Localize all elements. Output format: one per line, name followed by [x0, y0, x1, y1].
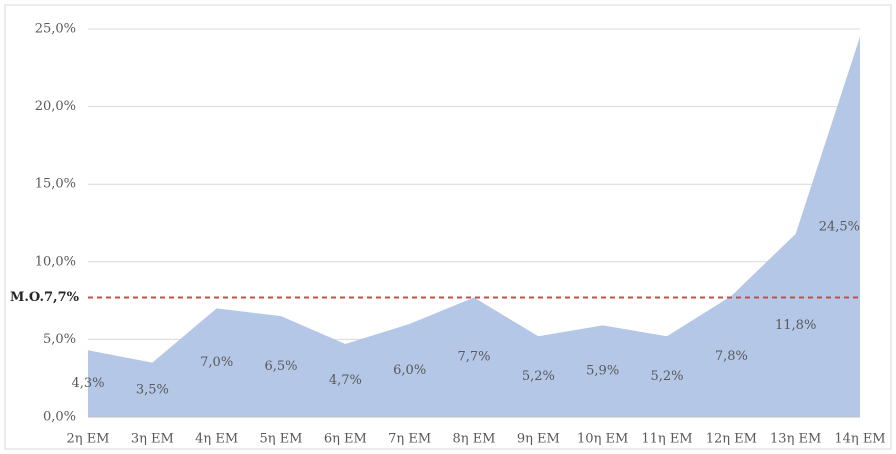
data-label: 4,7%: [329, 373, 362, 388]
reference-label: M.O.7,7%: [10, 290, 80, 305]
data-label: 5,9%: [586, 364, 619, 379]
data-label: 24,5%: [819, 219, 860, 234]
x-tick-label: 4η ΕΜ: [195, 432, 238, 447]
data-label: 7,8%: [715, 349, 748, 364]
x-tick-label: 8η ΕΜ: [453, 432, 496, 447]
area: [88, 36, 860, 417]
data-label: 11,8%: [775, 318, 816, 333]
x-tick-label: 6η ΕΜ: [324, 432, 367, 447]
y-tick-label: 20,0%: [35, 99, 76, 114]
data-label: 6,5%: [264, 359, 297, 374]
data-label: 6,0%: [393, 363, 426, 378]
x-tick-label: 5η ΕΜ: [260, 432, 303, 447]
x-tick-label: 3η ΕΜ: [131, 432, 174, 447]
data-label: 7,0%: [200, 355, 233, 370]
y-tick-label: 5,0%: [43, 332, 76, 347]
x-tick-label: 11η ΕΜ: [641, 432, 692, 447]
chart-frame: [4, 4, 892, 450]
x-tick-label: 13η ΕΜ: [770, 432, 821, 447]
data-label: 7,7%: [457, 350, 490, 365]
x-tick-label: 9η ΕΜ: [517, 432, 560, 447]
x-tick-label: 2η ΕΜ: [67, 432, 110, 447]
data-label: 4,3%: [71, 376, 104, 391]
y-tick-label: 15,0%: [35, 177, 76, 192]
data-label: 3,5%: [136, 382, 169, 397]
x-tick-label: 14η ΕΜ: [834, 432, 885, 447]
y-tick-label: 0,0%: [43, 410, 76, 425]
x-tick-label: 12η ΕΜ: [706, 432, 757, 447]
y-tick-label: 10,0%: [35, 254, 76, 269]
data-label: 5,2%: [522, 369, 555, 384]
data-label: 5,2%: [650, 369, 683, 384]
x-tick-label: 7η ΕΜ: [388, 432, 431, 447]
x-tick-label: 10η ΕΜ: [577, 432, 628, 447]
y-tick-label: 25,0%: [35, 22, 76, 37]
